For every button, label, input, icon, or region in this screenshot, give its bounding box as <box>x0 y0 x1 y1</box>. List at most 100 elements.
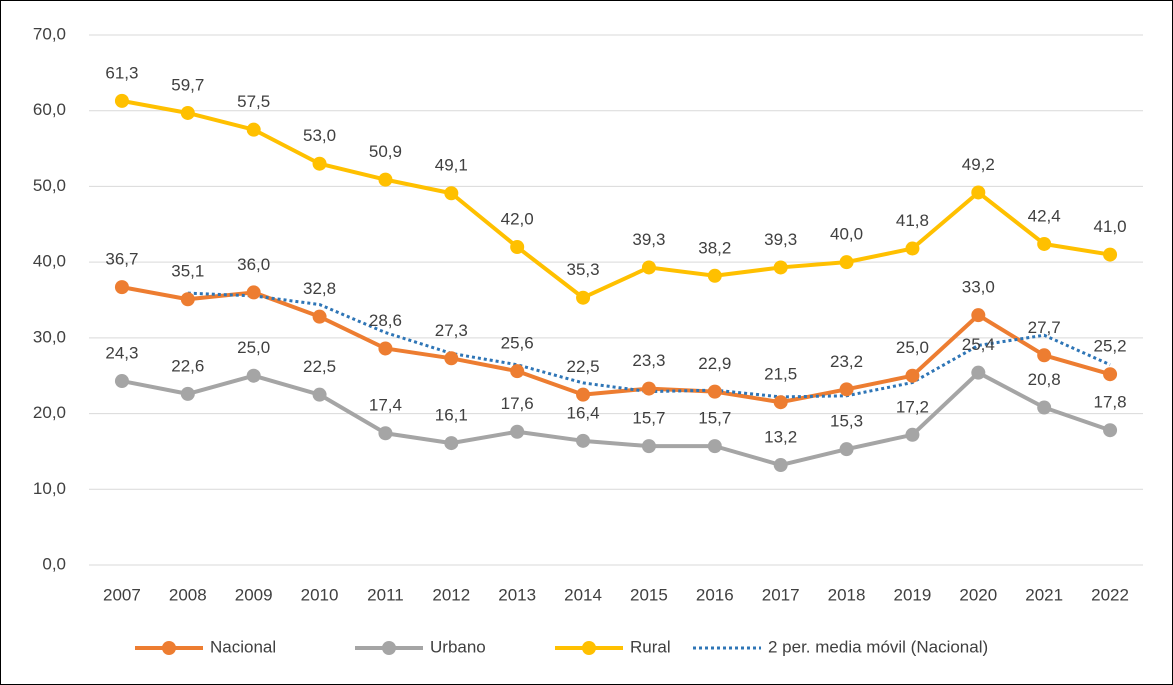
point <box>1037 348 1052 363</box>
point <box>773 260 788 275</box>
data-label: 22,9 <box>698 354 731 373</box>
x-tick-label: 2009 <box>235 585 273 604</box>
point <box>114 374 129 389</box>
point <box>114 93 129 108</box>
y-tick-label: 70,0 <box>33 24 66 43</box>
y-tick-label: 10,0 <box>33 479 66 498</box>
x-tick-label: 2016 <box>696 585 734 604</box>
data-label: 15,3 <box>830 412 863 431</box>
point <box>641 260 656 275</box>
y-tick-label: 0,0 <box>42 554 66 573</box>
y-tick-label: 20,0 <box>33 403 66 422</box>
point <box>378 172 393 187</box>
point <box>1037 236 1052 251</box>
data-label: 16,1 <box>435 406 468 425</box>
x-tick-label: 2008 <box>169 585 207 604</box>
data-label: 16,4 <box>567 403 600 422</box>
point <box>444 351 459 366</box>
point <box>444 436 459 451</box>
x-tick-label: 2018 <box>828 585 866 604</box>
data-label: 17,2 <box>896 397 929 416</box>
point <box>1103 423 1118 438</box>
data-label: 59,7 <box>171 75 204 94</box>
point <box>971 308 986 323</box>
data-label: 41,0 <box>1094 217 1127 236</box>
x-tick-label: 2020 <box>959 585 997 604</box>
x-tick-label: 2012 <box>432 585 470 604</box>
data-label: 35,1 <box>171 262 204 281</box>
data-label: 25,6 <box>501 334 534 353</box>
legend-label: Urbano <box>430 637 486 656</box>
point <box>576 433 591 448</box>
data-label: 49,1 <box>435 156 468 175</box>
data-label: 20,8 <box>1028 370 1061 389</box>
data-label: 49,2 <box>962 155 995 174</box>
data-label: 39,3 <box>632 230 665 249</box>
point <box>773 458 788 473</box>
data-label: 22,5 <box>567 357 600 376</box>
data-label: 23,3 <box>632 351 665 370</box>
legend-marker <box>582 641 596 655</box>
point <box>707 384 722 399</box>
x-tick-label: 2015 <box>630 585 668 604</box>
data-label: 13,2 <box>764 428 797 447</box>
point <box>707 268 722 283</box>
point <box>773 395 788 410</box>
point <box>510 424 525 439</box>
data-label: 38,2 <box>698 238 731 257</box>
data-label: 33,0 <box>962 278 995 297</box>
x-tick-label: 2011 <box>367 585 404 604</box>
data-label: 42,0 <box>501 209 534 228</box>
data-label: 17,6 <box>501 394 534 413</box>
legend-marker <box>162 641 176 655</box>
data-label: 28,6 <box>369 311 402 330</box>
data-label: 50,9 <box>369 142 402 161</box>
data-label: 27,7 <box>1028 318 1061 337</box>
point <box>180 292 195 307</box>
data-label: 24,3 <box>105 343 138 362</box>
data-label: 40,0 <box>830 225 863 244</box>
x-tick-label: 2017 <box>762 585 800 604</box>
legend-marker <box>382 641 396 655</box>
point <box>707 439 722 454</box>
point <box>1103 247 1118 262</box>
data-label: 35,3 <box>567 260 600 279</box>
point <box>180 105 195 120</box>
point <box>246 368 261 383</box>
point <box>1037 400 1052 415</box>
data-label: 22,5 <box>303 357 336 376</box>
point <box>180 386 195 401</box>
data-label: 25,0 <box>896 338 929 357</box>
point <box>905 427 920 442</box>
x-tick-label: 2022 <box>1091 585 1129 604</box>
data-label: 25,4 <box>962 335 995 354</box>
point <box>312 309 327 324</box>
data-label: 25,0 <box>237 338 270 357</box>
point <box>378 426 393 441</box>
point <box>905 368 920 383</box>
x-tick-label: 2014 <box>564 585 602 604</box>
point <box>839 442 854 457</box>
point <box>641 439 656 454</box>
x-tick-label: 2021 <box>1025 585 1063 604</box>
y-tick-label: 30,0 <box>33 327 66 346</box>
legend-label: Nacional <box>210 637 276 656</box>
point <box>114 280 129 295</box>
data-label: 41,8 <box>896 211 929 230</box>
point <box>641 381 656 396</box>
y-tick-label: 50,0 <box>33 176 66 195</box>
data-label: 21,5 <box>764 365 797 384</box>
data-label: 42,4 <box>1028 206 1061 225</box>
data-label: 39,3 <box>764 230 797 249</box>
data-label: 36,0 <box>237 255 270 274</box>
point <box>905 241 920 256</box>
x-tick-label: 2007 <box>103 585 141 604</box>
point <box>510 240 525 254</box>
point <box>246 122 261 137</box>
data-label: 15,7 <box>632 409 665 428</box>
data-label: 36,7 <box>105 250 138 269</box>
legend-label: Rural <box>630 637 671 656</box>
point <box>576 290 591 305</box>
data-label: 25,2 <box>1094 337 1127 356</box>
